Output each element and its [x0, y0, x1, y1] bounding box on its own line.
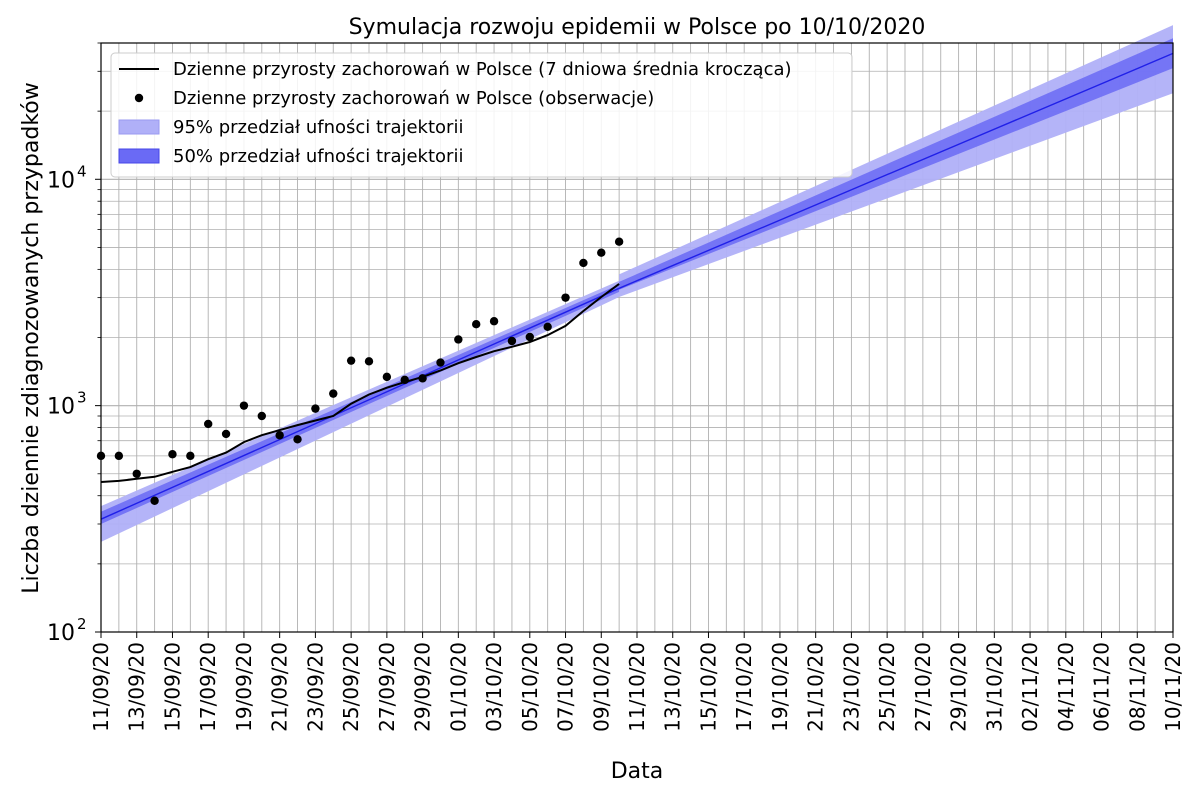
legend-label: Dzienne przyrosty zachorowań w Polsce (7… [173, 59, 792, 80]
observation-point [418, 374, 427, 383]
x-tick-label: 04/11/20 [1054, 642, 1078, 732]
legend-marker-swatch [134, 93, 144, 103]
x-tick-label: 29/09/20 [411, 642, 435, 732]
x-tick-label: 01/10/20 [446, 642, 470, 732]
observation-point [221, 429, 231, 439]
x-axis-ticks: 11/09/20 13/09/20 15/09/20 17/09/20 19/09/20… [89, 632, 1185, 732]
y-tick-exponent: 4 [77, 162, 87, 180]
observation-point [382, 372, 392, 382]
x-axis-label: Data [611, 759, 664, 784]
observation-point [400, 375, 409, 385]
x-tick-label: 06/11/20 [1090, 642, 1114, 732]
y-tick-label: 10 [47, 168, 75, 193]
x-tick-label: 03/10/20 [482, 642, 506, 732]
observation-point [239, 401, 249, 410]
observation-point [329, 389, 338, 398]
chart-title: Symulacja rozwoju epidemii w Polsce po 1… [349, 15, 926, 40]
legend-patch-swatch [118, 148, 160, 164]
y-tick-exponent: 2 [77, 615, 87, 633]
observation-point [204, 419, 213, 429]
x-tick-label: 27/09/20 [375, 642, 399, 732]
observation-points [96, 237, 624, 505]
series-lines [100, 52, 1174, 520]
observation-point [454, 335, 463, 344]
legend-patch-swatch [118, 119, 160, 135]
x-tick-label: 13/10/20 [661, 642, 685, 732]
x-tick-label: 05/10/20 [518, 642, 542, 732]
observation-point [186, 451, 195, 461]
x-tick-label: 11/09/20 [89, 642, 113, 732]
x-tick-label: 02/11/20 [1018, 642, 1042, 732]
x-tick-label: 15/10/20 [697, 642, 721, 732]
x-tick-label: 17/10/20 [732, 642, 756, 732]
y-tick-exponent: 3 [77, 389, 87, 407]
x-tick-label: 11/10/20 [625, 642, 649, 732]
observation-point [525, 332, 534, 342]
x-tick-label: 19/09/20 [232, 642, 256, 732]
x-tick-label: 21/09/20 [268, 642, 292, 732]
observation-point [311, 404, 320, 413]
x-tick-label: 17/09/20 [196, 642, 220, 732]
observation-point [364, 357, 374, 366]
legend: Dzienne przyrosty zachorowań w Polsce (7… [110, 52, 853, 178]
x-tick-label: 09/10/20 [589, 642, 613, 732]
x-tick-label: 08/11/20 [1125, 642, 1149, 732]
x-tick-label: 19/10/20 [768, 642, 792, 732]
x-tick-label: 07/10/20 [554, 642, 578, 732]
observation-point [543, 322, 552, 331]
observation-point [346, 356, 356, 365]
observation-point [507, 336, 517, 346]
x-tick-label: 25/09/20 [339, 642, 363, 732]
legend-box [110, 52, 853, 178]
observation-point [257, 411, 266, 421]
median-trajectory-line [100, 52, 1174, 520]
observation-point [132, 469, 141, 478]
x-tick-label: 31/10/20 [982, 642, 1006, 732]
observation-point [168, 450, 177, 459]
observation-point [114, 451, 124, 461]
observation-point [489, 317, 499, 326]
observation-point [579, 258, 588, 268]
observation-point [472, 319, 481, 329]
y-axis-label: Liczba dziennie zdiagnozowanych przypadk… [19, 82, 44, 594]
x-tick-label: 21/10/20 [804, 642, 828, 732]
observation-point [614, 237, 624, 246]
x-tick-label: 29/10/20 [947, 642, 971, 732]
legend-label: Dzienne przyrosty zachorowań w Polsce (o… [173, 88, 654, 109]
observation-point [436, 358, 445, 367]
x-tick-label: 15/09/20 [161, 642, 185, 732]
legend-label: 50% przedział ufności trajektorii [173, 146, 463, 167]
legend-label: 95% przedział ufności trajektorii [173, 117, 463, 138]
y-tick-label: 10 [47, 395, 75, 420]
observation-point [561, 293, 570, 302]
x-tick-label: 23/09/20 [303, 642, 327, 732]
x-tick-label: 23/10/20 [839, 642, 863, 732]
observation-point [597, 248, 606, 257]
band-95 [101, 25, 1173, 542]
x-tick-label: 10/11/20 [1161, 642, 1185, 732]
y-tick-label: 10 [47, 621, 75, 646]
moving-average-line [100, 283, 620, 483]
observation-point [275, 431, 284, 440]
observation-point [293, 435, 302, 444]
x-tick-label: 13/09/20 [125, 642, 149, 732]
x-tick-label: 27/10/20 [911, 642, 935, 732]
observation-point [150, 496, 159, 505]
x-tick-label: 25/10/20 [875, 642, 899, 732]
